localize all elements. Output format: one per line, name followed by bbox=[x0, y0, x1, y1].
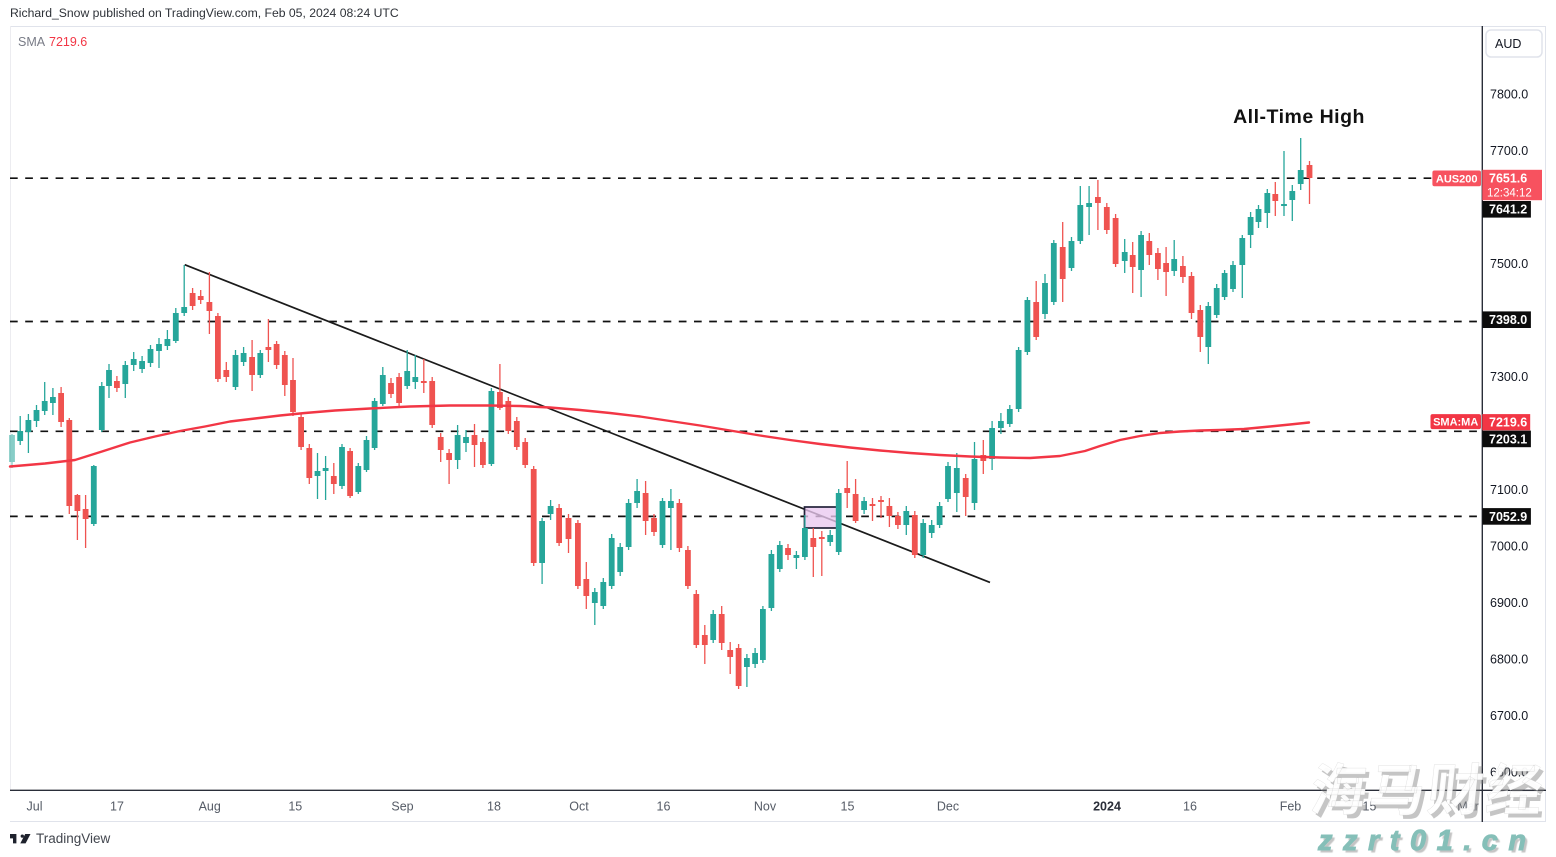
svg-text:Jul: Jul bbox=[27, 800, 43, 814]
svg-text:7219.6: 7219.6 bbox=[1489, 416, 1527, 430]
svg-text:16: 16 bbox=[1183, 800, 1197, 814]
svg-text:15: 15 bbox=[841, 800, 855, 814]
svg-text:AUS200: AUS200 bbox=[1436, 174, 1478, 186]
svg-text:Oct: Oct bbox=[569, 800, 589, 814]
svg-text:7300.0: 7300.0 bbox=[1490, 370, 1528, 384]
svg-text:12:34:12: 12:34:12 bbox=[1487, 188, 1532, 200]
svg-text:7651.6: 7651.6 bbox=[1489, 171, 1527, 185]
svg-text:6900.0: 6900.0 bbox=[1490, 596, 1528, 610]
svg-text:7800.0: 7800.0 bbox=[1490, 88, 1528, 102]
svg-text:Sep: Sep bbox=[391, 800, 413, 814]
svg-text:SMA:MA: SMA:MA bbox=[1433, 417, 1478, 429]
svg-text:7000.0: 7000.0 bbox=[1490, 540, 1528, 554]
svg-text:7641.2: 7641.2 bbox=[1489, 203, 1527, 217]
svg-text:All-Time High: All-Time High bbox=[1233, 106, 1365, 128]
svg-text:7203.1: 7203.1 bbox=[1489, 432, 1527, 446]
svg-text:7398.0: 7398.0 bbox=[1489, 313, 1527, 327]
svg-text:15: 15 bbox=[288, 800, 302, 814]
svg-text:Aug: Aug bbox=[199, 800, 221, 814]
svg-text:7500.0: 7500.0 bbox=[1490, 257, 1528, 271]
svg-text:AUD: AUD bbox=[1495, 37, 1521, 51]
svg-text:Nov: Nov bbox=[754, 800, 777, 814]
svg-text:Dec: Dec bbox=[937, 800, 959, 814]
svg-text:17: 17 bbox=[110, 800, 124, 814]
svg-text:7100.0: 7100.0 bbox=[1490, 483, 1528, 497]
svg-text:7700.0: 7700.0 bbox=[1490, 144, 1528, 158]
svg-text:16: 16 bbox=[657, 800, 671, 814]
svg-text:6700.0: 6700.0 bbox=[1490, 709, 1528, 723]
svg-text:Feb: Feb bbox=[1280, 800, 1302, 814]
svg-text:7219.6: 7219.6 bbox=[49, 35, 87, 49]
svg-text:2024: 2024 bbox=[1093, 800, 1121, 814]
svg-text:SMA: SMA bbox=[18, 35, 46, 49]
svg-text:6800.0: 6800.0 bbox=[1490, 653, 1528, 667]
svg-text:7052.9: 7052.9 bbox=[1489, 510, 1527, 524]
svg-text:18: 18 bbox=[487, 800, 501, 814]
